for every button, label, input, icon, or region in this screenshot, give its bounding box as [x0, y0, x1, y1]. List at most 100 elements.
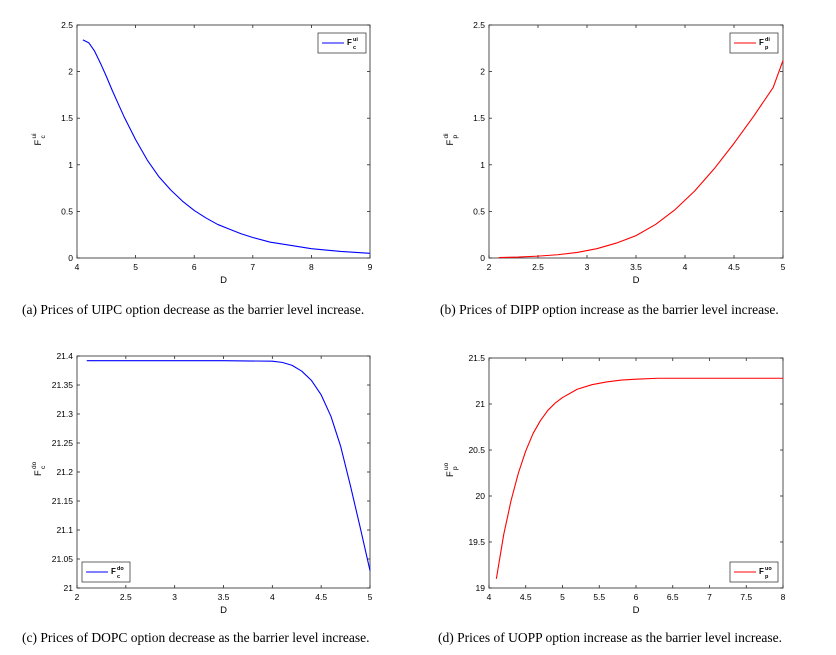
- chart-c-ytick-label: 21.1: [56, 525, 73, 535]
- chart-b-ytick-label: 2: [480, 67, 485, 77]
- chart-d-ytick-label: 20: [476, 491, 486, 501]
- chart-c-xtick-label: 3: [172, 592, 177, 602]
- chart-b-xlabel: D: [633, 275, 640, 286]
- chart-c-ylabel: Fdo c: [31, 461, 47, 476]
- chart-d-legend-label-sup: uo: [765, 566, 772, 572]
- chart-d-ylabel-sup: uo: [443, 462, 450, 470]
- chart-b-legend-label-sub: p: [765, 45, 769, 51]
- chart-b-ylabel-base: F: [445, 140, 456, 146]
- chart-d-xtick-label: 7.5: [740, 592, 752, 602]
- chart-d-xtick-label: 8: [781, 592, 786, 602]
- chart-d-xtick-label: 4: [487, 592, 492, 602]
- chart-c-xtick-label: 4.5: [315, 592, 327, 602]
- chart-d-ylabel-sub: p: [452, 466, 459, 470]
- chart-a-ylabel-sub: c: [40, 135, 47, 139]
- chart-d-xtick-label: 4.5: [520, 592, 532, 602]
- chart-a-legend-label-base: F: [347, 38, 352, 47]
- chart-c-ytick-label: 21: [64, 583, 74, 593]
- chart-c-xlabel: D: [220, 605, 227, 616]
- chart-b-xtick-label: 4.5: [728, 262, 740, 272]
- chart-c-series-line: [86, 360, 371, 571]
- chart-c-ytick-label: 21.25: [52, 438, 74, 448]
- chart-a-ytick-label: 0.5: [61, 206, 73, 216]
- chart-d-xtick-label: 5.5: [593, 592, 605, 602]
- chart-c-xtick-label: 2: [75, 592, 80, 602]
- chart-b-xtick-label: 2: [487, 262, 492, 272]
- chart-b-legend-label-base: F: [759, 38, 764, 47]
- chart-c-axes-box: [76, 355, 371, 589]
- chart-d-xtick-label: 6.5: [667, 592, 679, 602]
- chart-a-caption: (a) Prices of UIPC option decrease as th…: [22, 302, 365, 317]
- chart-d-ylabel: Fuo p: [443, 462, 459, 477]
- chart-a-xtick-label: 7: [250, 262, 255, 272]
- chart-c-xtick-label: 3.5: [218, 592, 230, 602]
- chart-b-ytick-label: 0: [480, 253, 485, 263]
- chart-a-ytick-label: 2: [68, 67, 73, 77]
- chart-b-caption: (b) Prices of DIPP option increase as th…: [440, 302, 779, 317]
- chart-a-ylabel: Fui c: [31, 133, 47, 145]
- chart-b-ylabel-sup: di: [443, 133, 450, 138]
- chart-d-axes-box: [488, 357, 784, 589]
- chart-b-series-line: [498, 60, 784, 259]
- chart-c-ytick-label: 21.05: [52, 554, 74, 564]
- chart-c-legend-label-sup: do: [117, 566, 124, 572]
- chart-a-ylabel-base: F: [33, 140, 44, 146]
- chart-d-ytick-label: 21.5: [468, 353, 485, 363]
- chart-c-caption: (c) Prices of DOPC option decrease as th…: [22, 630, 370, 645]
- chart-a-series-line: [82, 39, 371, 254]
- chart-a-xtick-label: 5: [133, 262, 138, 272]
- chart-a-ytick-label: 0: [68, 253, 73, 263]
- chart-d-xtick-label: 5: [560, 592, 565, 602]
- chart-a-xlabel: D: [220, 275, 227, 286]
- chart-c-ylabel-sub: c: [40, 465, 47, 469]
- chart-d-series-line: [495, 377, 783, 579]
- chart-d-ytick-label: 19: [476, 583, 486, 593]
- chart-b-ytick-label: 0.5: [473, 206, 485, 216]
- chart-d-ylabel-base: F: [445, 471, 456, 477]
- chart-a-ytick-label: 1.5: [61, 113, 73, 123]
- chart-b-legend-label-sup: di: [765, 37, 770, 43]
- chart-d-caption: (d) Prices of UOPP option increase as th…: [438, 630, 782, 645]
- chart-c-ytick-label: 21.2: [56, 467, 73, 477]
- chart-b-axes-box: [488, 24, 784, 259]
- chart-d-legend-label-sub: p: [765, 574, 769, 580]
- chart-c-ytick-label: 21.4: [56, 351, 73, 361]
- chart-b-ylabel: Fdi p: [443, 133, 459, 145]
- chart-c-xtick-label: 4: [270, 592, 275, 602]
- chart-b-xtick-label: 3.5: [630, 262, 642, 272]
- chart-c-svg: 2 2.5 3 3.5 4 4.5 5 21 21.05 21.1 21.15 21.2 21.25 21…: [31, 351, 373, 616]
- chart-b-ytick-label: 1: [480, 160, 485, 170]
- chart-c-ytick-label: 21.15: [52, 496, 74, 506]
- chart-d-xtick-label: 6: [634, 592, 639, 602]
- chart-a-ytick-label: 1: [68, 160, 73, 170]
- chart-b-xtick-label: 3: [585, 262, 590, 272]
- chart-b-xtick-label: 2.5: [532, 262, 544, 272]
- chart-a-ytick-label: 2.5: [61, 20, 73, 30]
- chart-a-xtick-label: 9: [368, 262, 373, 272]
- chart-c-legend-label-base: F: [111, 567, 116, 576]
- chart-d-ytick-label: 20.5: [468, 445, 485, 455]
- chart-d-xtick-label: 7: [707, 592, 712, 602]
- chart-c-xtick-label: 5: [368, 592, 373, 602]
- chart-a-legend-label-sup: ui: [353, 37, 358, 43]
- chart-a-legend-label-sub: c: [353, 45, 356, 51]
- chart-panel-c: 2 2.5 3 3.5 4 4.5 5 21 21.05 21.1 21.15 21.2 21.25 21…: [0, 330, 418, 655]
- chart-b-xtick-label: 4: [683, 262, 688, 272]
- chart-c-ytick-label: 21.35: [52, 380, 74, 390]
- chart-c-legend-label-sub: c: [117, 574, 120, 580]
- chart-b-xtick-label: 5: [781, 262, 786, 272]
- chart-a-xtick-label: 6: [192, 262, 197, 272]
- chart-d-ytick-label: 19.5: [468, 537, 485, 547]
- chart-a-xtick-label: 8: [309, 262, 314, 272]
- chart-d-xlabel: D: [633, 605, 640, 616]
